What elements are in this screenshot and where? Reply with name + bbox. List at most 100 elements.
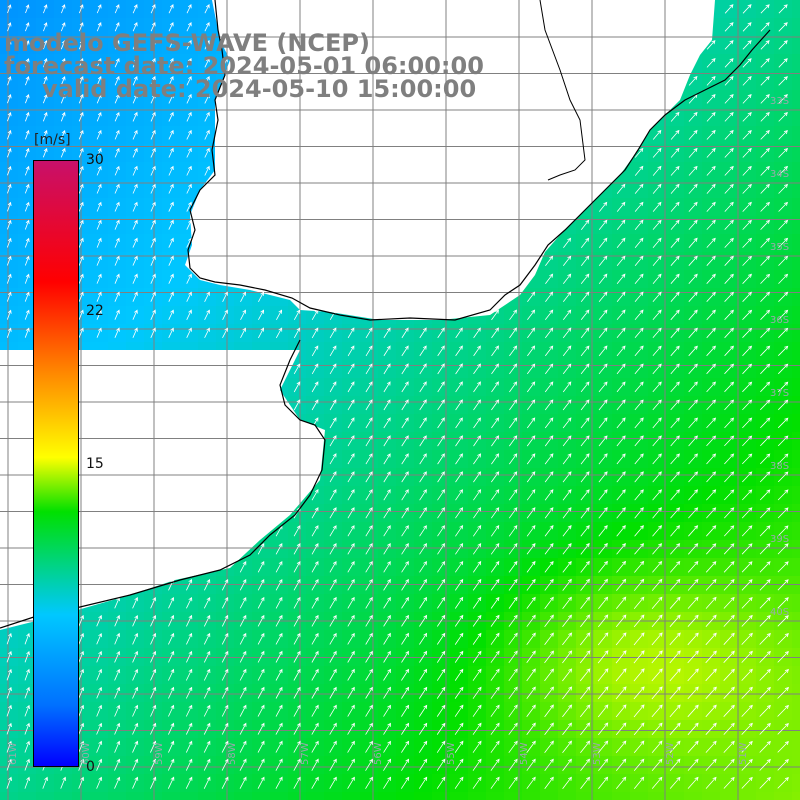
- wind-arrow: [25, 22, 30, 32]
- wind-arrow: [544, 417, 554, 429]
- wind-arrow: [168, 111, 174, 122]
- wind-arrow: [652, 129, 662, 140]
- wind-arrow: [670, 417, 680, 429]
- wind-arrow: [329, 596, 337, 609]
- wind-arrow: [580, 776, 591, 789]
- wind-arrow: [778, 165, 788, 176]
- wind-arrow: [759, 579, 771, 591]
- wind-arrow: [454, 561, 464, 573]
- wind-arrow: [168, 75, 174, 86]
- wind-arrow: [365, 363, 373, 375]
- wind-arrow: [705, 650, 717, 664]
- wind-arrow: [598, 381, 608, 393]
- field-cell: [792, 126, 800, 145]
- wind-arrow: [616, 327, 626, 339]
- wind-arrow: [562, 327, 572, 339]
- wind-arrow: [634, 489, 644, 501]
- wind-arrow: [114, 255, 120, 266]
- wind-arrow: [778, 327, 789, 338]
- wind-arrow: [545, 255, 554, 266]
- wind-arrow: [258, 327, 264, 339]
- wind-arrow: [598, 435, 608, 447]
- wind-arrow: [634, 435, 644, 447]
- wind-arrow: [383, 650, 391, 663]
- wind-arrow: [401, 686, 410, 699]
- wind-arrow: [311, 560, 319, 573]
- wind-arrow: [437, 345, 445, 357]
- wind-arrow: [168, 740, 175, 753]
- wind-arrow: [293, 596, 301, 609]
- wind-arrow: [347, 596, 355, 609]
- wind-arrow: [706, 435, 717, 447]
- wind-arrow: [490, 722, 500, 735]
- wind-arrow: [616, 273, 626, 285]
- wind-arrow: [472, 614, 482, 627]
- wind-arrow: [508, 435, 518, 447]
- wind-arrow: [150, 183, 156, 194]
- wind-arrow: [759, 543, 771, 555]
- wind-arrow: [508, 578, 518, 591]
- wind-arrow: [132, 632, 139, 645]
- field-cell: [792, 216, 800, 235]
- wind-arrow: [759, 704, 771, 717]
- wind-arrow: [257, 578, 265, 591]
- field-cell: [180, 792, 199, 800]
- wind-arrow: [615, 722, 627, 736]
- colorbar-tick-0: 0: [86, 759, 95, 775]
- wind-arrow: [221, 596, 229, 609]
- field-cell: [558, 792, 577, 800]
- wind-arrow: [742, 309, 753, 320]
- wind-arrow: [221, 650, 229, 663]
- wind-arrow: [401, 399, 409, 411]
- wind-arrow: [634, 399, 644, 411]
- wind-arrow: [742, 165, 752, 176]
- wind-arrow: [688, 255, 698, 266]
- wind-arrow: [742, 435, 753, 447]
- wind-arrow: [239, 650, 247, 663]
- wind-arrow: [687, 578, 699, 591]
- field-cell: [792, 756, 800, 775]
- wind-arrow: [365, 632, 373, 645]
- wind-arrow: [652, 309, 662, 321]
- wind-arrow: [383, 776, 392, 789]
- wind-arrow: [651, 704, 663, 718]
- wind-arrow: [7, 147, 12, 158]
- wind-arrow: [222, 309, 228, 320]
- wind-arrow: [132, 111, 138, 122]
- wind-arrow: [347, 632, 355, 645]
- wind-arrow: [562, 255, 572, 266]
- wind-arrow: [759, 686, 771, 699]
- wind-arrow: [239, 596, 247, 609]
- wind-arrow: [616, 489, 626, 501]
- wind-arrow: [562, 399, 572, 411]
- wind-arrow: [365, 471, 373, 483]
- wind-arrow: [150, 704, 157, 717]
- wind-arrow: [473, 435, 481, 447]
- wind-arrow: [688, 201, 698, 212]
- wind-arrow: [580, 219, 590, 230]
- field-cell: [792, 792, 800, 800]
- wind-arrow: [329, 740, 337, 753]
- wind-arrow: [742, 291, 752, 302]
- wind-arrow: [723, 758, 735, 771]
- wind-arrow: [724, 363, 735, 375]
- wind-arrow: [437, 578, 446, 591]
- wind-arrow: [669, 722, 681, 736]
- wind-arrow: [25, 147, 30, 158]
- wind-arrow: [724, 93, 734, 104]
- wind-arrow: [257, 758, 265, 771]
- wind-arrow: [221, 776, 229, 789]
- wind-arrow: [168, 165, 174, 176]
- wind-arrow: [544, 596, 554, 609]
- wind-arrow: [114, 22, 120, 32]
- wind-arrow: [168, 22, 174, 32]
- wind-arrow: [562, 596, 572, 609]
- field-cell: [198, 792, 217, 800]
- wind-arrow: [706, 525, 717, 537]
- wind-arrow: [723, 561, 735, 573]
- wind-arrow: [687, 632, 699, 646]
- wind-arrow: [562, 381, 572, 393]
- wind-arrow: [96, 740, 103, 753]
- wind-arrow: [760, 273, 771, 284]
- wind-arrow: [724, 219, 734, 230]
